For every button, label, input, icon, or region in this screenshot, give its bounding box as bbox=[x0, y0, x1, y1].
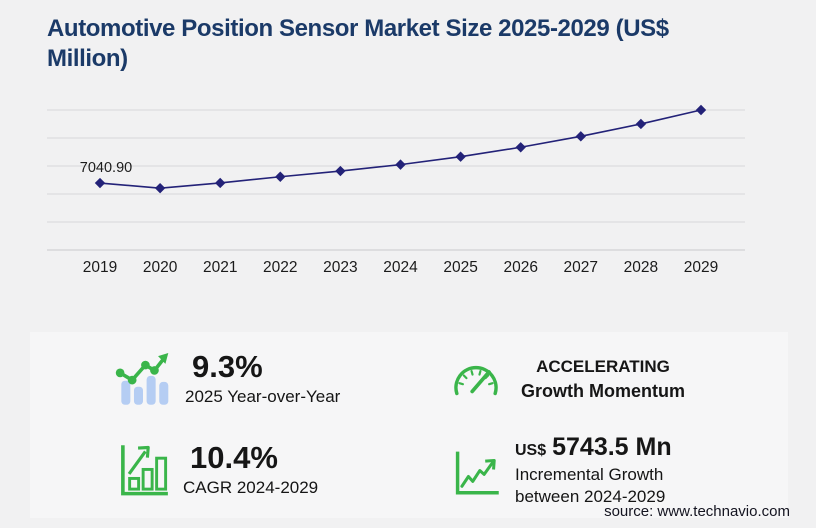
incremental-currency-prefix: US$ bbox=[515, 442, 547, 459]
svg-text:2021: 2021 bbox=[203, 259, 237, 276]
incremental-label: Incremental Growth between 2024-2029 bbox=[515, 465, 666, 506]
svg-text:2023: 2023 bbox=[323, 259, 357, 276]
gauge-icon bbox=[450, 356, 502, 402]
page-title: Automotive Position Sensor Market Size 2… bbox=[47, 15, 669, 72]
cagr-value: 10.4% bbox=[190, 440, 278, 475]
incremental-value: 5743.5 Mn bbox=[552, 433, 672, 461]
bar-chart-frame-icon bbox=[114, 443, 170, 497]
source-attribution: source: www.technavio.com bbox=[604, 503, 790, 520]
yoy-label: 2025 Year-over-Year bbox=[185, 387, 341, 406]
svg-text:2027: 2027 bbox=[564, 259, 598, 276]
yoy-value: 9.3% bbox=[192, 349, 263, 384]
growth-bars-icon bbox=[114, 352, 172, 406]
cagr-label: CAGR 2024-2029 bbox=[183, 478, 319, 497]
momentum-label: Growth Momentum bbox=[521, 381, 685, 401]
stat-yoy-growth: 9.3% 2025 Year-over-Year bbox=[114, 350, 450, 408]
stat-incremental-growth: US$ 5743.5 Mn Incremental Growth between… bbox=[450, 432, 788, 508]
stat-cagr: 10.4% CAGR 2024-2029 bbox=[114, 432, 450, 508]
svg-text:2022: 2022 bbox=[263, 259, 297, 276]
svg-text:7040.90: 7040.90 bbox=[80, 160, 132, 176]
momentum-value: ACCELERATING bbox=[536, 357, 670, 376]
svg-text:2019: 2019 bbox=[83, 259, 117, 276]
market-size-line-chart: 2019 2020 2021 2022 2023 2024 2025 2026 2027 2028… bbox=[47, 104, 745, 276]
incremental-growth-icon bbox=[450, 444, 502, 496]
stat-growth-momentum: ACCELERATING Growth Momentum bbox=[450, 350, 788, 408]
svg-text:2025: 2025 bbox=[443, 259, 477, 276]
svg-text:2029: 2029 bbox=[684, 259, 718, 276]
key-stats-panel: 9.3% 2025 Year-over-Year bbox=[30, 332, 788, 518]
svg-text:2026: 2026 bbox=[503, 259, 537, 276]
svg-text:2028: 2028 bbox=[624, 259, 658, 276]
stats-grid: 9.3% 2025 Year-over-Year bbox=[30, 332, 788, 508]
svg-text:2020: 2020 bbox=[143, 259, 178, 276]
svg-text:2024: 2024 bbox=[383, 259, 418, 276]
